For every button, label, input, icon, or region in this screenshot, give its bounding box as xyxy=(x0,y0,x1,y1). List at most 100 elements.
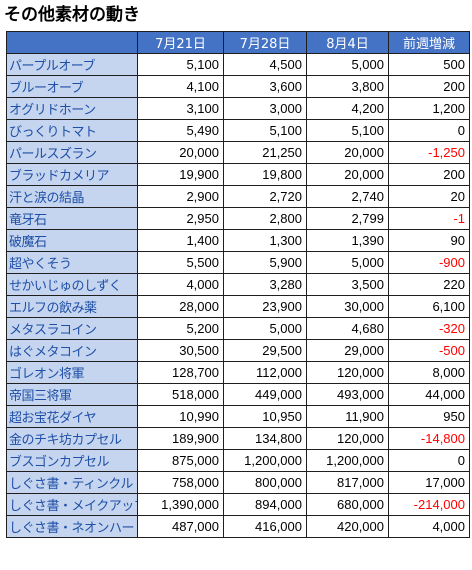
table-row: 超やくそう 5,500 5,900 5,000 -900 xyxy=(6,251,470,274)
item-name-cell: 超お宝花ダイヤ xyxy=(6,405,138,428)
price-cell-date-2: 5,900 xyxy=(223,251,307,274)
item-name-cell: ブルーオーブ xyxy=(6,75,138,98)
price-cell-date-1: 28,000 xyxy=(137,295,224,318)
price-table: 7月21日 7月28日 8月4日 前週増減 パープルオーブ 5,100 4,500 5… xyxy=(6,31,470,538)
item-name-cell: ブラッドカメリア xyxy=(6,163,138,186)
change-cell: 8,000 xyxy=(388,361,470,384)
price-cell-date-3: 493,000 xyxy=(306,383,389,406)
price-cell-date-2: 3,000 xyxy=(223,97,307,120)
price-cell-date-2: 2,800 xyxy=(223,207,307,230)
item-name-cell: しぐさ書・ティンクル xyxy=(6,471,138,494)
table-row: しぐさ書・メイクアップ 1,390,000 894,000 680,000 -214,0… xyxy=(6,493,470,516)
item-name-cell: パープルオーブ xyxy=(6,53,138,76)
price-cell-date-1: 5,500 xyxy=(137,251,224,274)
header-date-3: 8月4日 xyxy=(306,31,389,54)
price-cell-date-2: 134,800 xyxy=(223,427,307,450)
price-cell-date-2: 2,720 xyxy=(223,185,307,208)
price-cell-date-3: 2,799 xyxy=(306,207,389,230)
price-cell-date-2: 19,800 xyxy=(223,163,307,186)
price-cell-date-3: 29,000 xyxy=(306,339,389,362)
table-row: しぐさ書・ティンクル 758,000 800,000 817,000 17,000 xyxy=(6,471,470,494)
table-row: はぐメタコイン 30,500 29,500 29,000 -500 xyxy=(6,339,470,362)
page-title: その他素材の動き xyxy=(4,5,140,25)
price-cell-date-1: 5,100 xyxy=(137,53,224,76)
table-row: オグリドホーン 3,100 3,000 4,200 1,200 xyxy=(6,97,470,120)
change-cell: 1,200 xyxy=(388,97,470,120)
price-cell-date-2: 10,950 xyxy=(223,405,307,428)
price-cell-date-1: 128,700 xyxy=(137,361,224,384)
price-cell-date-1: 10,990 xyxy=(137,405,224,428)
price-cell-date-1: 1,400 xyxy=(137,229,224,252)
price-cell-date-3: 20,000 xyxy=(306,163,389,186)
price-cell-date-2: 1,200,000 xyxy=(223,449,307,472)
price-cell-date-3: 20,000 xyxy=(306,141,389,164)
price-cell-date-3: 3,500 xyxy=(306,273,389,296)
table-row: せかいじゅのしずく 4,000 3,280 3,500 220 xyxy=(6,273,470,296)
table-row: しぐさ書・ネオンハート 487,000 416,000 420,000 4,000 xyxy=(6,515,470,538)
price-cell-date-2: 416,000 xyxy=(223,515,307,538)
table-row: 竜牙石 2,950 2,800 2,799 -1 xyxy=(6,207,470,230)
price-cell-date-3: 2,740 xyxy=(306,185,389,208)
price-cell-date-3: 817,000 xyxy=(306,471,389,494)
price-cell-date-1: 5,490 xyxy=(137,119,224,142)
header-weekly-change: 前週増減 xyxy=(388,31,470,54)
change-cell: 6,100 xyxy=(388,295,470,318)
item-name-cell: せかいじゅのしずく xyxy=(6,273,138,296)
price-cell-date-1: 19,900 xyxy=(137,163,224,186)
table-row: 汗と涙の結晶 2,900 2,720 2,740 20 xyxy=(6,185,470,208)
item-name-cell: しぐさ書・ネオンハート xyxy=(6,515,138,538)
price-cell-date-3: 11,900 xyxy=(306,405,389,428)
price-cell-date-3: 3,800 xyxy=(306,75,389,98)
table-body: パープルオーブ 5,100 4,500 5,000 500 ブルーオーブ 4,100 3,60… xyxy=(6,53,470,538)
item-name-cell: メタスラコイン xyxy=(6,317,138,340)
table-row: 金のチキ坊カプセル 189,900 134,800 120,000 -14,800 xyxy=(6,427,470,450)
price-cell-date-3: 120,000 xyxy=(306,427,389,450)
price-cell-date-2: 1,300 xyxy=(223,229,307,252)
item-name-cell: オグリドホーン xyxy=(6,97,138,120)
item-name-cell: 金のチキ坊カプセル xyxy=(6,427,138,450)
item-name-cell: びっくりトマト xyxy=(6,119,138,142)
change-cell: 0 xyxy=(388,449,470,472)
change-cell: 200 xyxy=(388,75,470,98)
change-cell: -1,250 xyxy=(388,141,470,164)
item-name-cell: 汗と涙の結晶 xyxy=(6,185,138,208)
price-cell-date-1: 4,100 xyxy=(137,75,224,98)
price-cell-date-2: 800,000 xyxy=(223,471,307,494)
price-cell-date-2: 21,250 xyxy=(223,141,307,164)
item-name-cell: 竜牙石 xyxy=(6,207,138,230)
price-cell-date-3: 5,100 xyxy=(306,119,389,142)
price-cell-date-2: 3,280 xyxy=(223,273,307,296)
price-cell-date-1: 5,200 xyxy=(137,317,224,340)
table-row: エルフの飲み薬 28,000 23,900 30,000 6,100 xyxy=(6,295,470,318)
price-cell-date-1: 20,000 xyxy=(137,141,224,164)
change-cell: 4,000 xyxy=(388,515,470,538)
change-cell: 44,000 xyxy=(388,383,470,406)
price-cell-date-2: 449,000 xyxy=(223,383,307,406)
price-cell-date-2: 29,500 xyxy=(223,339,307,362)
table-row: びっくりトマト 5,490 5,100 5,100 0 xyxy=(6,119,470,142)
table-row: ゴレオン将軍 128,700 112,000 120,000 8,000 xyxy=(6,361,470,384)
change-cell: -900 xyxy=(388,251,470,274)
item-name-cell: 破魔石 xyxy=(6,229,138,252)
change-cell: -1 xyxy=(388,207,470,230)
item-name-cell: ゴレオン将軍 xyxy=(6,361,138,384)
price-cell-date-3: 5,000 xyxy=(306,251,389,274)
change-cell: -320 xyxy=(388,317,470,340)
price-cell-date-2: 3,600 xyxy=(223,75,307,98)
price-cell-date-2: 5,000 xyxy=(223,317,307,340)
price-cell-date-1: 3,100 xyxy=(137,97,224,120)
price-cell-date-1: 487,000 xyxy=(137,515,224,538)
table-row: メタスラコイン 5,200 5,000 4,680 -320 xyxy=(6,317,470,340)
table-row: 超お宝花ダイヤ 10,990 10,950 11,900 950 xyxy=(6,405,470,428)
change-cell: 200 xyxy=(388,163,470,186)
change-cell: -214,000 xyxy=(388,493,470,516)
price-cell-date-2: 4,500 xyxy=(223,53,307,76)
price-cell-date-3: 1,390 xyxy=(306,229,389,252)
price-cell-date-3: 420,000 xyxy=(306,515,389,538)
item-name-cell: しぐさ書・メイクアップ xyxy=(6,493,138,516)
price-cell-date-2: 112,000 xyxy=(223,361,307,384)
change-cell: -14,800 xyxy=(388,427,470,450)
change-cell: 950 xyxy=(388,405,470,428)
item-name-cell: ブスゴンカプセル xyxy=(6,449,138,472)
item-name-cell: 帝国三将軍 xyxy=(6,383,138,406)
